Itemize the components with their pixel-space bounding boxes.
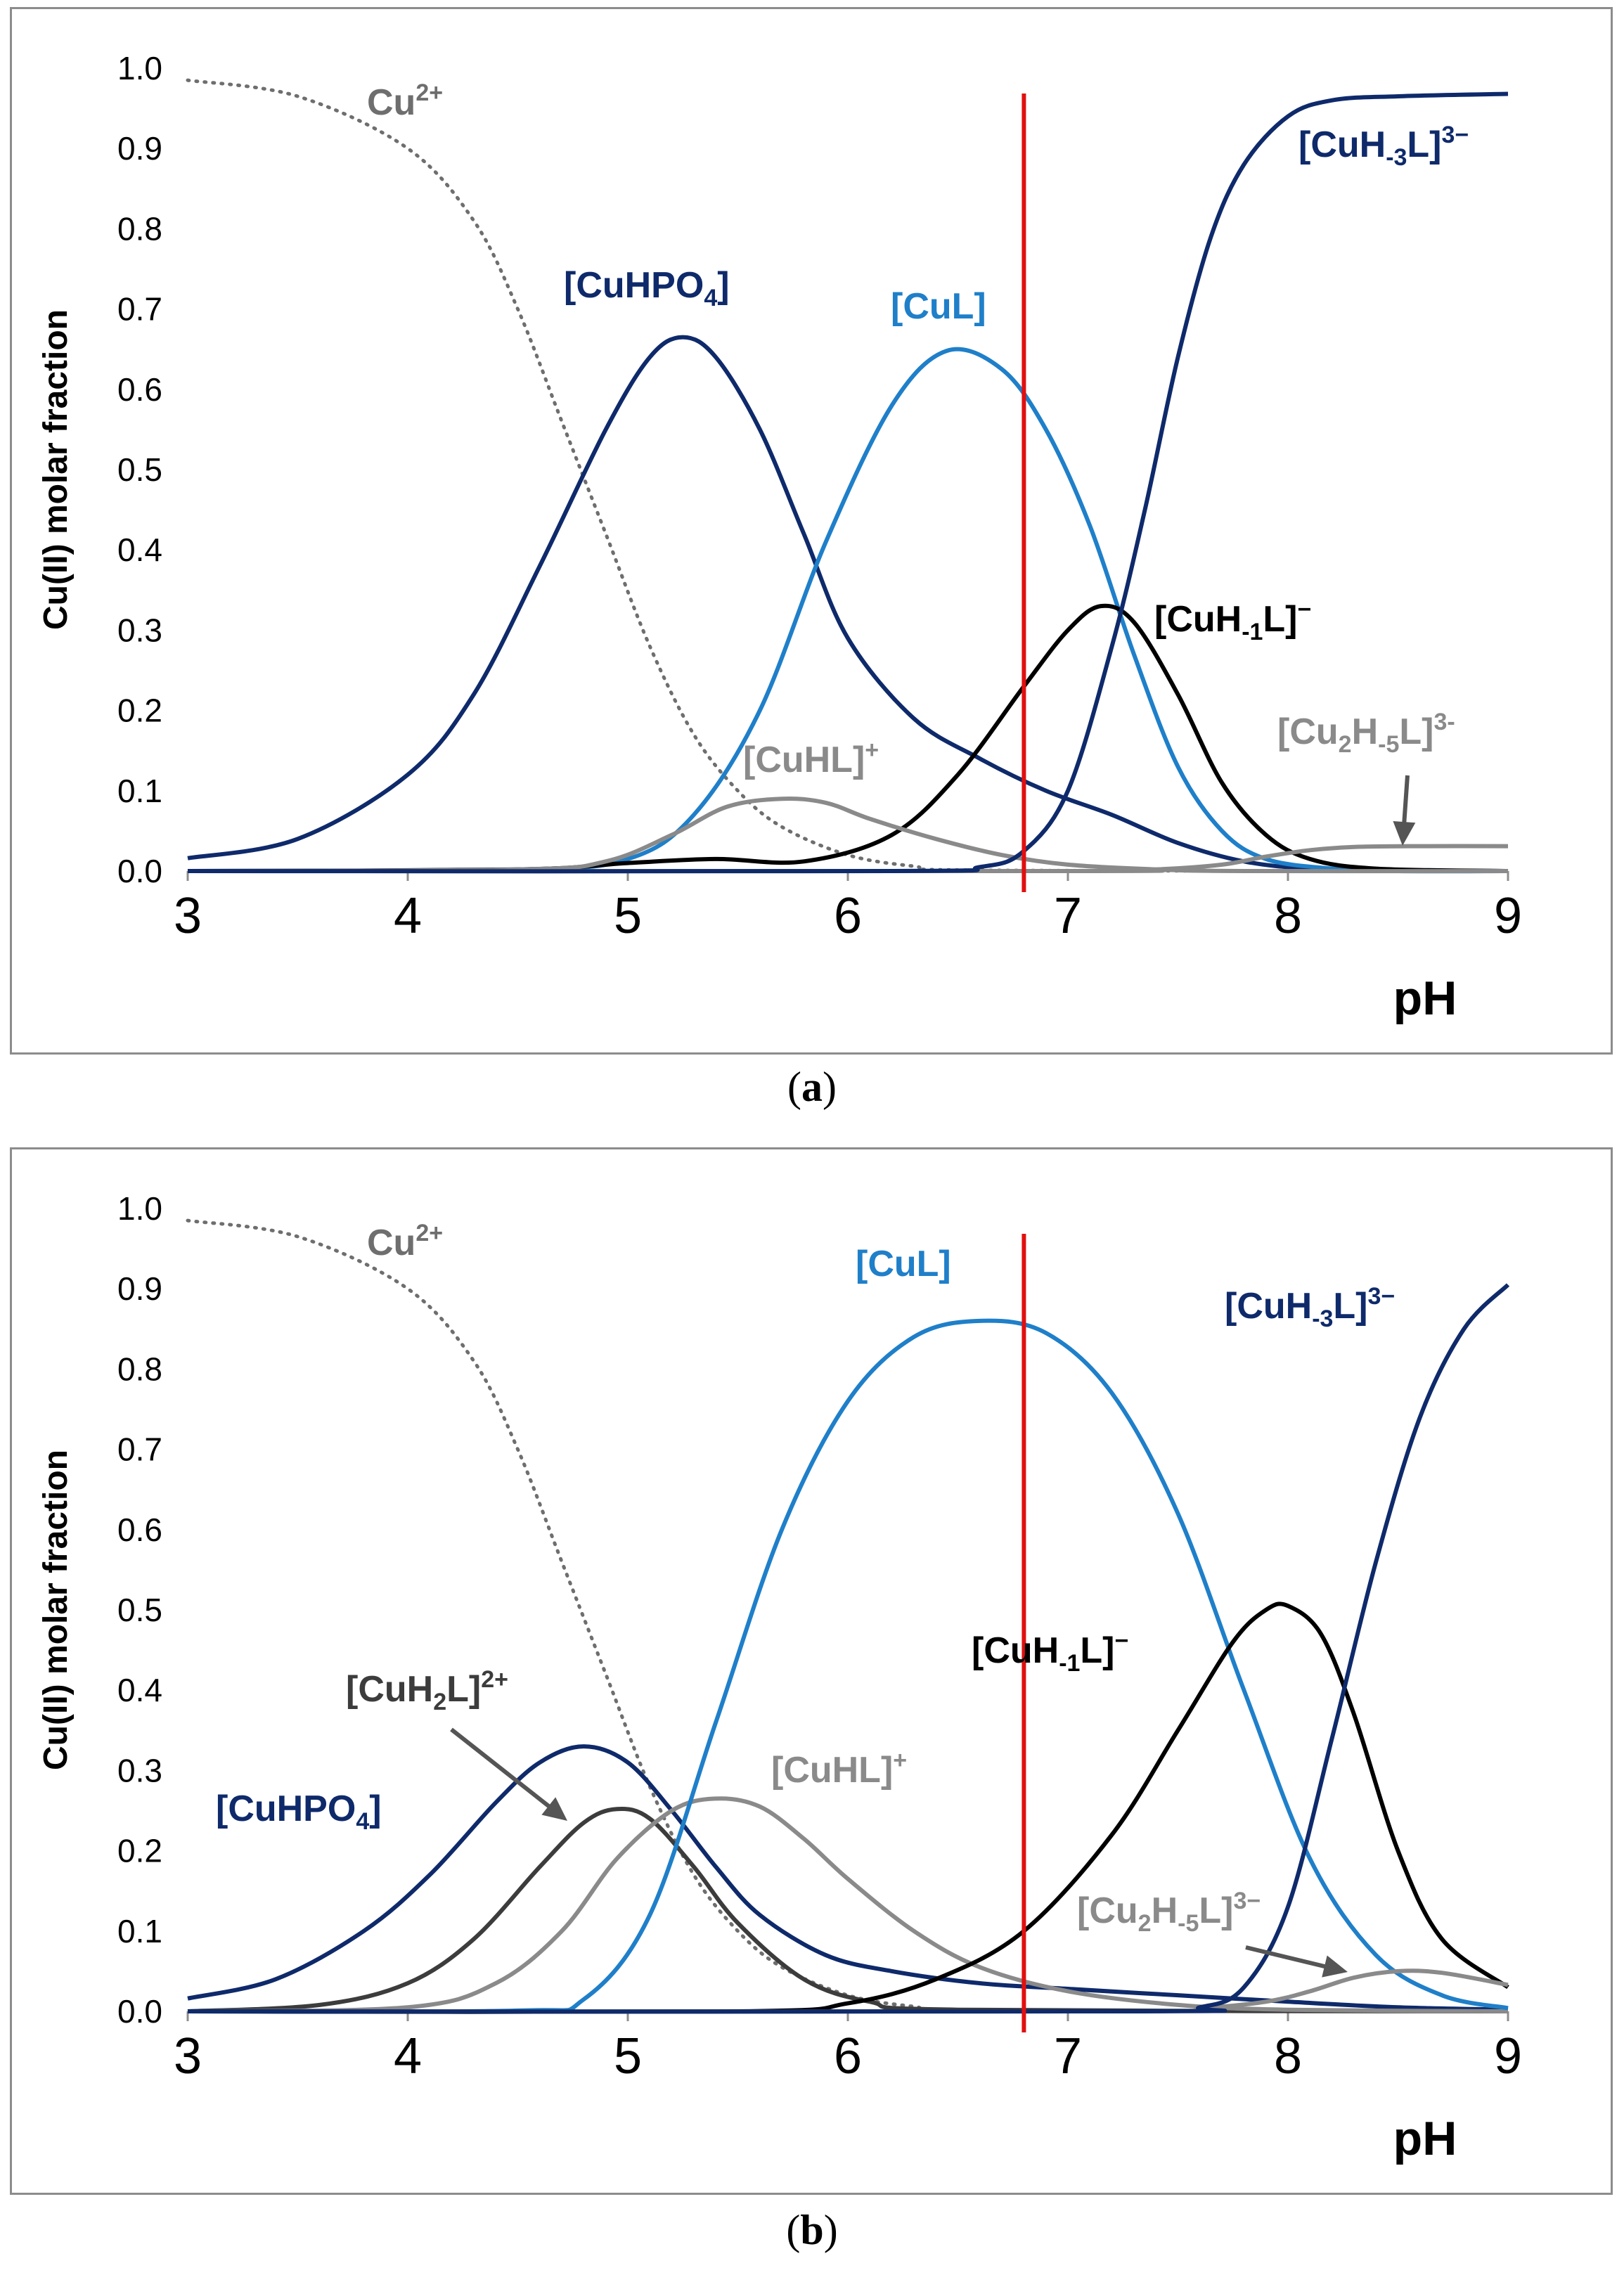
annotation-arrow (1245, 1945, 1334, 1971)
y-tick-label: 0.1 (117, 1913, 162, 1949)
series-line-cuh-1l (187, 1601, 1509, 2014)
series-label-cu2h-5l-3: [Cu2H-5L]3- (1277, 709, 1455, 758)
y-tick-label: 0.7 (117, 291, 162, 328)
x-tick-label: 9 (1494, 888, 1522, 944)
x-tick-label: 3 (174, 888, 202, 944)
y-tick-label: 0.8 (117, 210, 162, 247)
y-tick-label: 0.1 (117, 773, 162, 809)
y-tick-label: 0.4 (117, 1672, 162, 1708)
annotation-arrow (1401, 775, 1410, 831)
caption-a: (a) (787, 1064, 837, 1110)
chart-a-svg: 0.0 0.1 0.2 0.3 0.4 0.5 0.6 0.7 0.8 0.9 1.0 3 4 5 6 7 8 9… (37, 50, 1522, 1025)
y-tick-label: 0.3 (117, 1752, 162, 1788)
x-tick-label: 7 (1054, 2028, 1082, 2084)
series-label-cul: [CuL] (891, 286, 986, 327)
series-label-cuh-3l-3: [CuH-3L]3− (1225, 1283, 1395, 1332)
series-line-cul (187, 347, 1509, 874)
y-tick-label: 1.0 (117, 1190, 162, 1227)
series-line-cuhl (187, 796, 1509, 874)
y-tick-label: 0.0 (117, 853, 162, 889)
x-tick-label: 4 (394, 2028, 422, 2084)
y-axis-title: Cu(II) molar fraction (37, 1450, 75, 1770)
series-label-cuhl: [CuHL]+ (743, 737, 879, 780)
x-tick-label: 3 (174, 2028, 202, 2084)
series-line-cuhl (187, 1796, 1509, 2013)
series-line-cuh-3l-3 (187, 91, 1509, 874)
y-axis-title: Cu(II) molar fraction (37, 309, 75, 630)
y-tick-label: 0.5 (117, 1592, 162, 1628)
caption-b: (b) (786, 2207, 838, 2253)
x-tick-label: 7 (1054, 888, 1082, 944)
y-tick-label: 0.9 (117, 1270, 162, 1307)
y-tick-label: 0.6 (117, 371, 162, 408)
y-tick-label: 0.4 (117, 531, 162, 568)
series-line-cu2 (186, 1218, 1510, 2013)
series-label-cu: Cu2+ (367, 1220, 443, 1263)
x-tick-label: 8 (1274, 888, 1302, 944)
chart-panel-a: 0.0 0.1 0.2 0.3 0.4 0.5 0.6 0.7 0.8 0.9 1.0 3 4 5 6 7 8 9… (10, 7, 1613, 1055)
annotation-arrow (450, 1727, 557, 1813)
x-tick-label: 5 (614, 2028, 642, 2084)
series-label-cuh-1l: [CuH-1L]− (972, 1627, 1128, 1677)
annotation-arrowhead (541, 1797, 567, 1821)
series-label-cu: Cu2+ (367, 79, 443, 123)
x-tick-label: 6 (834, 2028, 862, 2084)
series-line-cuhpo4 (187, 1744, 1509, 2012)
series-label-cuhl: [CuHL]+ (771, 1747, 907, 1791)
y-tick-label: 0.2 (117, 1833, 162, 1869)
series-line-cuhpo4 (187, 335, 1509, 873)
series-label-cu2h-5l-3: [Cu2H-5L]3− (1077, 1888, 1261, 1937)
x-tick-label: 5 (614, 888, 642, 944)
y-tick-label: 0.9 (117, 130, 162, 167)
y-tick-label: 0.6 (117, 1511, 162, 1548)
y-tick-label: 0.3 (117, 612, 162, 648)
x-axis-title: pH (1393, 2112, 1457, 2165)
x-axis-title: pH (1393, 972, 1457, 1025)
series-label-cul: [CuL] (856, 1244, 951, 1284)
annotation-arrowhead (1322, 1955, 1348, 1978)
y-tick-label: 0.7 (117, 1431, 162, 1468)
series-label-cuh-3l-3: [CuH-3L]3− (1298, 122, 1469, 171)
series-label-cuh-1l: [CuH-1L]− (1154, 596, 1311, 645)
series-label-cuhpo4: [CuHPO4] (216, 1788, 382, 1835)
x-tick-label: 8 (1274, 2028, 1302, 2084)
x-tick-label: 4 (394, 888, 422, 944)
series-line-cuh2l-2 (187, 1806, 1509, 2013)
y-tick-label: 0.8 (117, 1350, 162, 1387)
annotation-arrowhead (1393, 820, 1416, 846)
x-tick-label: 6 (834, 888, 862, 944)
y-tick-label: 0.5 (117, 451, 162, 488)
chart-b-svg: 0.0 0.1 0.2 0.3 0.4 0.5 0.6 0.7 0.8 0.9 1.0 3 4 5 6 7 8 9… (37, 1190, 1522, 2165)
series-line-cul (187, 1318, 1509, 2014)
series-label-cuh2l-2: [CuH2L]2+ (346, 1666, 508, 1715)
y-tick-label: 1.0 (117, 50, 162, 86)
y-tick-label: 0.2 (117, 692, 162, 729)
series-label-cuhpo4: [CuHPO4] (564, 265, 730, 311)
chart-panel-b: 0.0 0.1 0.2 0.3 0.4 0.5 0.6 0.7 0.8 0.9 1.0 3 4 5 6 7 8 9… (10, 1147, 1613, 2195)
series-line-cuh-3l-3 (187, 1283, 1510, 2014)
y-tick-label: 0.0 (117, 1993, 162, 2030)
x-tick-label: 9 (1494, 2028, 1522, 2084)
